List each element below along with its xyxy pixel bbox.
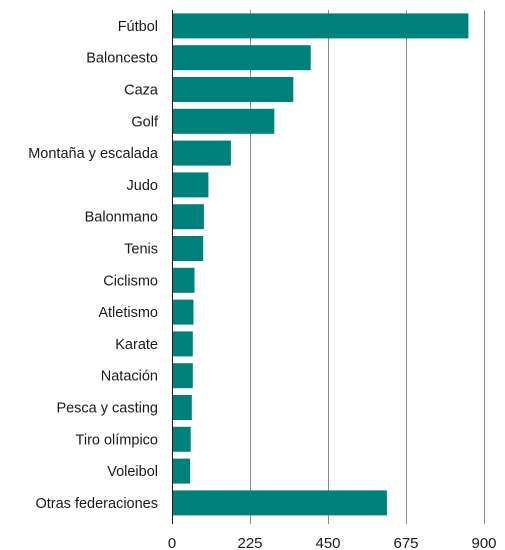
bar-9 (172, 299, 194, 325)
category-label-9: Atletismo (98, 305, 158, 321)
x-tick-label-450: 450 (315, 535, 340, 550)
bar-3 (172, 108, 275, 134)
x-tick-label-225: 225 (237, 535, 262, 550)
tick-layer: 0 225 450 675 900 (168, 535, 497, 550)
bar-layer (172, 13, 469, 516)
bar-15 (172, 490, 387, 516)
bar-7 (172, 236, 204, 261)
category-label-0: Fútbol (118, 19, 158, 35)
category-label-13: Tiro olímpico (76, 432, 158, 448)
category-label-10: Karate (115, 337, 158, 353)
x-tick-label-675: 675 (393, 535, 418, 550)
x-tick-label-0: 0 (168, 535, 176, 550)
category-label-3: Golf (131, 114, 159, 130)
category-label-2: Caza (124, 83, 159, 99)
bar-2 (172, 77, 294, 102)
category-label-15: Otras federaciones (35, 496, 158, 512)
category-label-5: Judo (127, 178, 158, 194)
bar-1 (172, 45, 311, 71)
bar-12 (172, 395, 192, 420)
grid-layer (250, 10, 485, 524)
category-label-7: Tenis (124, 242, 158, 258)
category-label-12: Pesca y casting (56, 401, 158, 417)
category-label-6: Balonmano (85, 210, 158, 226)
category-label-11: Natación (101, 369, 158, 385)
label-layer: Fútbol Baloncesto Caza Golf Montaña y escala… (28, 19, 159, 512)
bar-13 (172, 426, 191, 452)
bar-5 (172, 172, 209, 198)
bar-10 (172, 331, 193, 357)
bar-11 (172, 363, 193, 389)
bar-8 (172, 267, 195, 293)
bar-6 (172, 204, 204, 230)
bar-4 (172, 140, 231, 166)
category-label-1: Baloncesto (86, 51, 158, 67)
bar-14 (172, 458, 190, 484)
category-label-8: Ciclismo (103, 273, 158, 289)
category-label-14: Voleibol (107, 464, 158, 480)
category-label-4: Montaña y escalada (28, 146, 159, 162)
x-tick-label-900: 900 (471, 535, 496, 550)
bar-0 (172, 13, 469, 39)
